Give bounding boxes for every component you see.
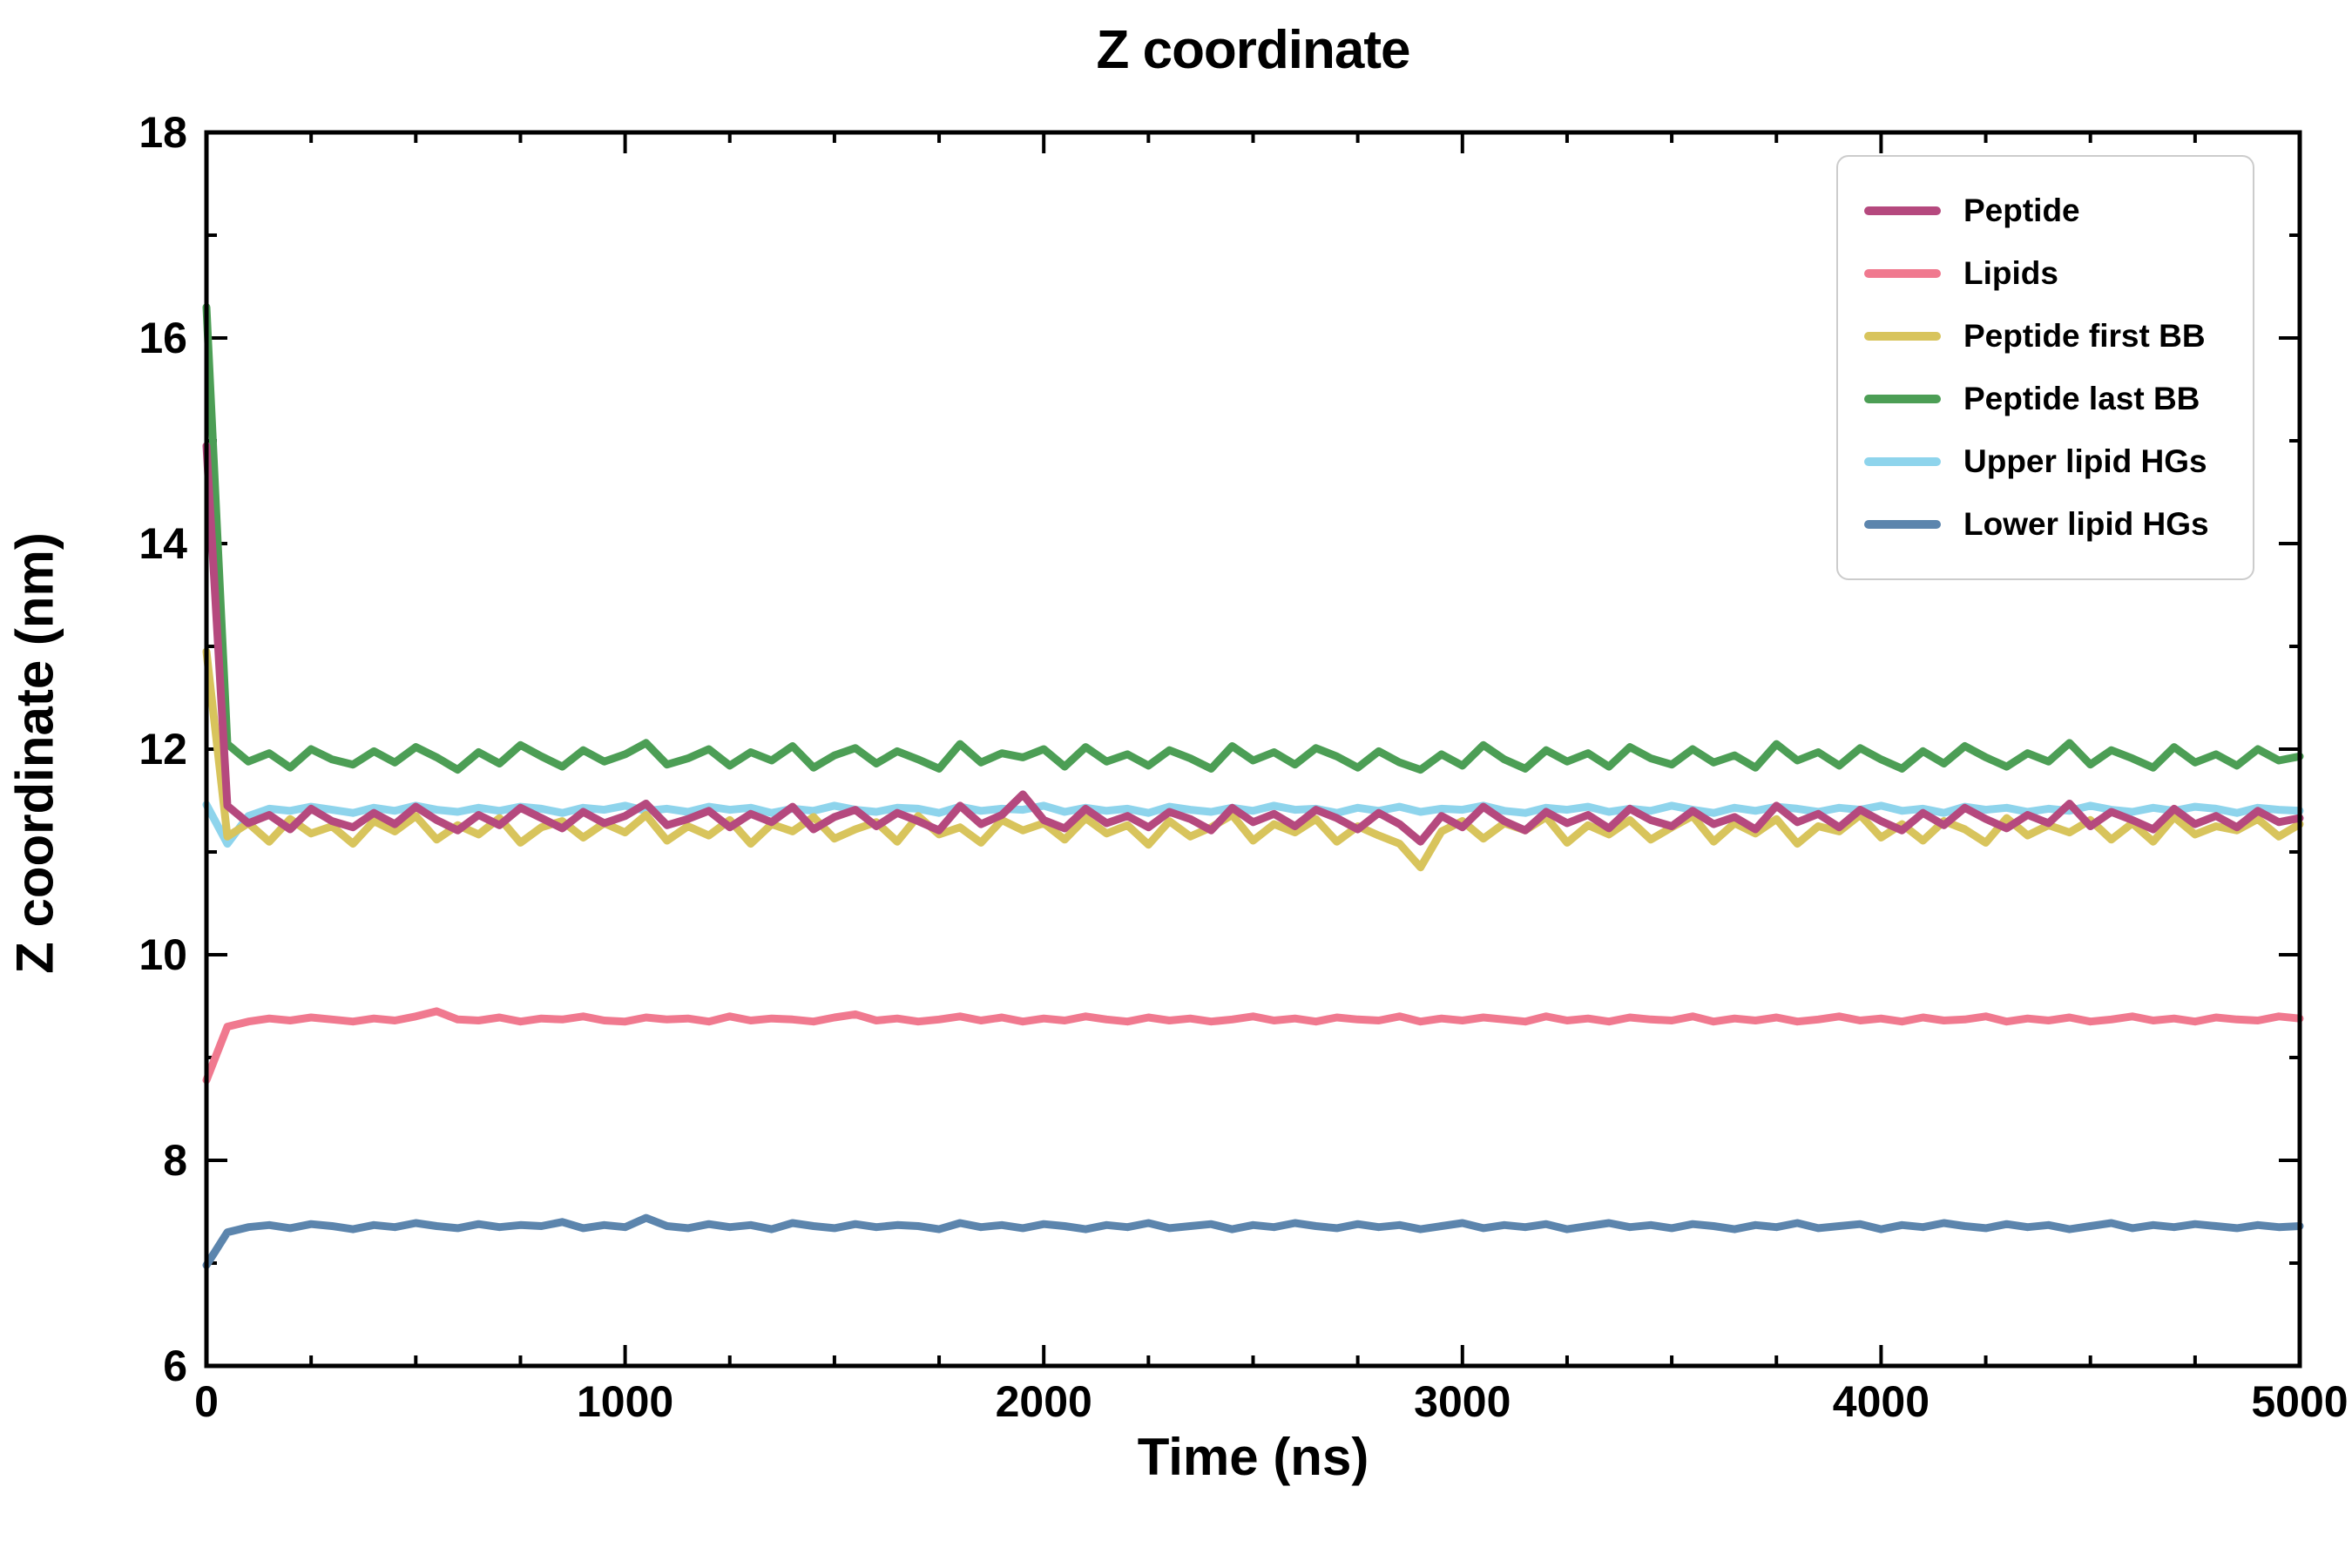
y-tick-label: 8 — [163, 1136, 187, 1185]
legend-swatch — [1864, 269, 1941, 278]
legend-label: Upper lipid HGs — [1963, 443, 2207, 479]
legend-item-peptide: Peptide — [1864, 179, 2227, 242]
legend: Peptide Lipids Peptide first BB Peptide las… — [1836, 155, 2254, 580]
series-line-lower-lipid-hgs — [202, 1213, 2304, 1269]
legend-item-peptide-last-bb: Peptide last BB — [1864, 368, 2227, 430]
x-tick-label: 2000 — [996, 1377, 1092, 1426]
y-tick-label: 10 — [139, 930, 187, 979]
x-tick-label: 3000 — [1414, 1377, 1511, 1426]
legend-swatch — [1864, 520, 1941, 529]
y-tick-label: 16 — [139, 314, 187, 362]
chart-title: Z coordinate — [1096, 20, 1410, 80]
legend-label: Peptide — [1963, 193, 2080, 228]
legend-swatch — [1864, 395, 1941, 403]
axes-spines — [204, 130, 2302, 1369]
legend-item-peptide-first-bb: Peptide first BB — [1864, 305, 2227, 368]
y-tick-label: 6 — [163, 1342, 187, 1390]
legend-item-lower-lipid-hgs: Lower lipid HGs — [1864, 493, 2227, 556]
x-axis-label: Time (ns) — [1137, 1428, 1369, 1486]
y-tick-label: 12 — [139, 725, 187, 774]
legend-label: Peptide first BB — [1963, 318, 2206, 354]
series-line-peptide — [202, 442, 2304, 846]
x-tick-label: 5000 — [2251, 1377, 2348, 1426]
legend-swatch — [1864, 457, 1941, 466]
legend-swatch — [1864, 206, 1941, 215]
y-tick-label: 18 — [139, 108, 187, 157]
legend-label: Lower lipid HGs — [1963, 506, 2209, 542]
series-line-peptide-last-bb — [202, 303, 2304, 774]
series-line-upper-lipid-hgs — [202, 801, 2304, 848]
y-tick-label: 14 — [139, 519, 187, 568]
legend-swatch — [1864, 332, 1941, 341]
legend-item-upper-lipid-hgs: Upper lipid HGs — [1864, 430, 2227, 493]
legend-label: Peptide last BB — [1963, 381, 2200, 416]
series-line-lipids — [202, 1007, 2304, 1085]
x-tick-label: 4000 — [1833, 1377, 1930, 1426]
x-tick-label: 1000 — [577, 1377, 673, 1426]
x-tick-label: 0 — [194, 1377, 219, 1426]
legend-label: Lipids — [1963, 255, 2058, 291]
legend-item-lipids: Lipids — [1864, 242, 2227, 305]
